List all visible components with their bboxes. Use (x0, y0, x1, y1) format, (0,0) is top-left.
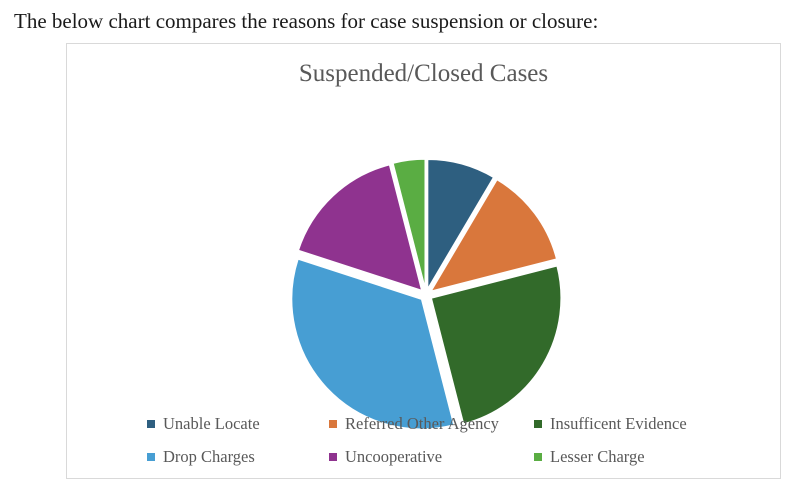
pie-slice-lesser-charge (392, 158, 426, 290)
pie-slice-referred-other-agency (429, 178, 558, 293)
chart-area: Suspended/Closed Cases Unable Locate Refe… (66, 43, 781, 479)
pie-slice-drop-charges (290, 257, 455, 430)
pie-chart (290, 158, 562, 430)
pie-slice-insufficent-evidence (430, 264, 562, 425)
pie-slice-unable-locate (426, 158, 495, 292)
chart-title: Suspended/Closed Cases (298, 60, 549, 87)
pie-slice-uncooperative (297, 163, 423, 292)
intro-text: The below chart compares the reasons for… (14, 9, 599, 33)
